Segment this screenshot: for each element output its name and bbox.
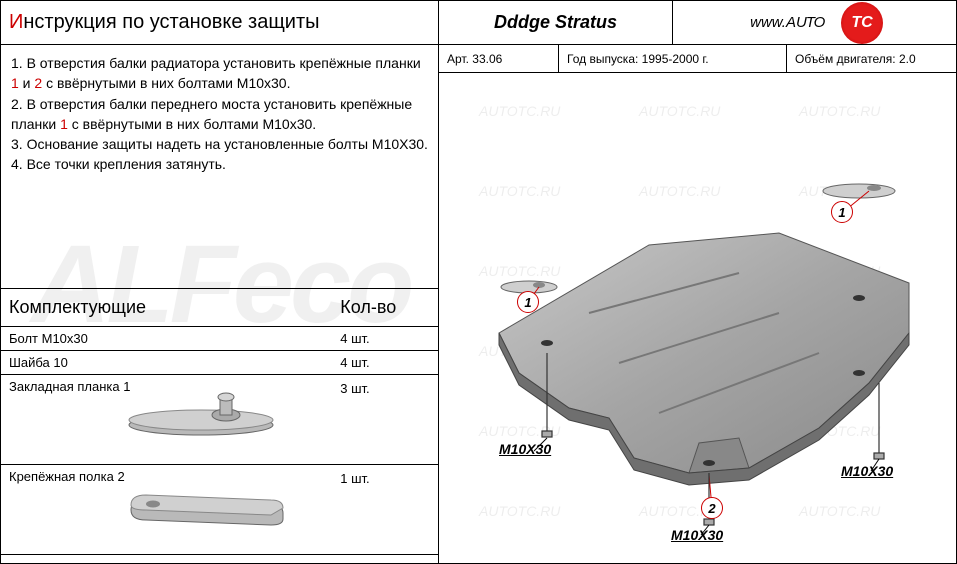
- skid-plate-diagram: [439, 73, 957, 563]
- component-qty: 4 шт.: [340, 351, 438, 374]
- spec-engine: Объём двигателя: 2.0: [787, 45, 957, 72]
- title-first-letter: И: [9, 11, 23, 33]
- spec-year: Год выпуска: 1995-2000 г.: [559, 45, 787, 72]
- component-name: Крепёжная полка 2: [1, 465, 340, 554]
- title-rest: нструкция по установке защиты: [23, 11, 319, 33]
- component-name: Закладная планка 1: [1, 375, 340, 464]
- components-header: Комплектующие Кол-во: [1, 289, 438, 327]
- instructions-body: 1. В отверстия балки радиатора установит…: [1, 45, 438, 289]
- callout-1b: 1: [517, 291, 539, 313]
- components-header-name: Комплектующие: [1, 297, 340, 318]
- bolt-label-1: М10Х30: [499, 441, 551, 457]
- site-cell: www.AUTO.ru TC: [673, 1, 957, 44]
- step-1: 1. В отверстия балки радиатора установит…: [11, 53, 428, 94]
- logo-tc-icon: TC: [841, 2, 883, 44]
- bolt-label-3: М10Х30: [841, 463, 893, 479]
- component-name: Болт М10х30: [1, 327, 340, 350]
- instructions-title: Инструкция по установке защиты: [9, 11, 320, 34]
- planka1-image: [121, 385, 281, 445]
- planka2-image: [121, 475, 291, 530]
- left-panel: Инструкция по установке защиты 1. В отве…: [1, 1, 439, 563]
- component-name: Шайба 10: [1, 351, 340, 374]
- component-row-bolt: Болт М10х30 4 шт.: [1, 327, 438, 351]
- step-3: 3. Основание защиты надеть на установлен…: [11, 134, 428, 154]
- callout-1a: 1: [831, 201, 853, 223]
- right-header: Dddge Stratus www.AUTO.ru TC: [439, 1, 957, 45]
- component-qty: 3 шт.: [340, 375, 438, 400]
- step-4: 4. Все точки крепления затянуть.: [11, 154, 428, 174]
- spec-row: Арт. 33.06 Год выпуска: 1995-2000 г. Объ…: [439, 45, 957, 73]
- component-row-planka2: Крепёжная полка 2 1 шт.: [1, 465, 438, 555]
- component-row-washer: Шайба 10 4 шт.: [1, 351, 438, 375]
- instructions-title-row: Инструкция по установке защиты: [1, 1, 438, 45]
- spec-art: Арт. 33.06: [439, 45, 559, 72]
- component-qty: 4 шт.: [340, 327, 438, 350]
- step-2: 2. В отверстия балки переднего моста уст…: [11, 94, 428, 135]
- component-qty: 1 шт.: [340, 465, 438, 490]
- components-header-qty: Кол-во: [340, 297, 438, 318]
- component-row-planka1: Закладная планка 1 3 шт.: [1, 375, 438, 465]
- bolt-label-2: М10Х30: [671, 527, 723, 543]
- callout-2: 2: [701, 497, 723, 519]
- right-panel: Dddge Stratus www.AUTO.ru TC Арт. 33.06 …: [439, 1, 957, 563]
- model-name: Dddge Stratus: [439, 1, 673, 44]
- diagram-area: AUTOTC.RU AUTOTC.RU AUTOTC.RU AUTOTC.RU …: [439, 73, 957, 563]
- bolt-icon: [874, 383, 884, 459]
